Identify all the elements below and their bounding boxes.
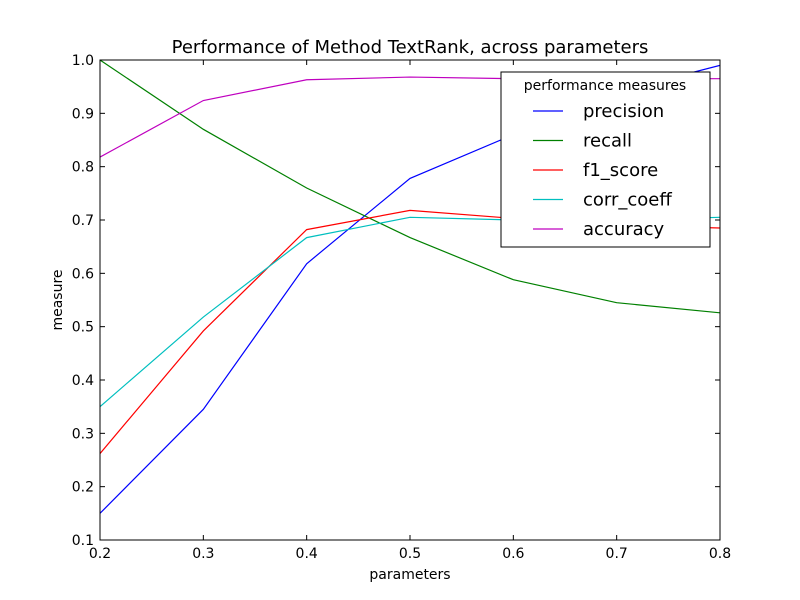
y-tick-label: 0.3 <box>72 426 94 442</box>
y-tick-label: 0.7 <box>72 213 94 229</box>
x-tick-label: 0.7 <box>606 546 628 562</box>
legend: performance measures precision recall f1_s… <box>500 71 711 248</box>
chart-title: Performance of Method TextRank, across p… <box>172 37 649 58</box>
y-axis-label: measure <box>50 269 66 330</box>
x-tick-label: 0.6 <box>502 546 524 562</box>
series-line-recall <box>100 60 720 314</box>
y-tick-label: 0.6 <box>72 266 94 282</box>
x-tick-label: 0.3 <box>192 546 214 562</box>
y-tick-label: 0.8 <box>72 160 94 176</box>
x-tick-label: 0.5 <box>399 546 421 562</box>
y-tick-label: 0.2 <box>72 480 94 496</box>
legend-label-f1-score: f1_score <box>583 160 658 181</box>
plot-frame <box>99 59 721 541</box>
x-tick-label: 0.8 <box>709 546 731 562</box>
y-tick-label: 0.4 <box>72 373 94 389</box>
legend-label-accuracy: accuracy <box>583 219 665 240</box>
legend-box <box>500 71 711 248</box>
y-tick-label: 0.9 <box>72 106 94 122</box>
x-tick-label: 0.2 <box>89 546 111 562</box>
legend-label-recall: recall <box>583 131 632 152</box>
x-axis-label: parameters <box>369 567 450 583</box>
ticks-layer: 0.2 0.3 0.4 0.5 0.6 0.7 0.80.10.20.30.40.50.60… <box>72 53 731 562</box>
legend-title: performance measures <box>524 78 686 94</box>
legend-label-precision: precision <box>583 101 664 122</box>
y-tick-label: 1.0 <box>72 53 94 69</box>
x-tick-label: 0.4 <box>296 546 318 562</box>
y-tick-label: 0.1 <box>72 533 94 549</box>
y-tick-label: 0.5 <box>72 320 94 336</box>
legend-label-corr-coeff: corr_coeff <box>583 190 672 211</box>
